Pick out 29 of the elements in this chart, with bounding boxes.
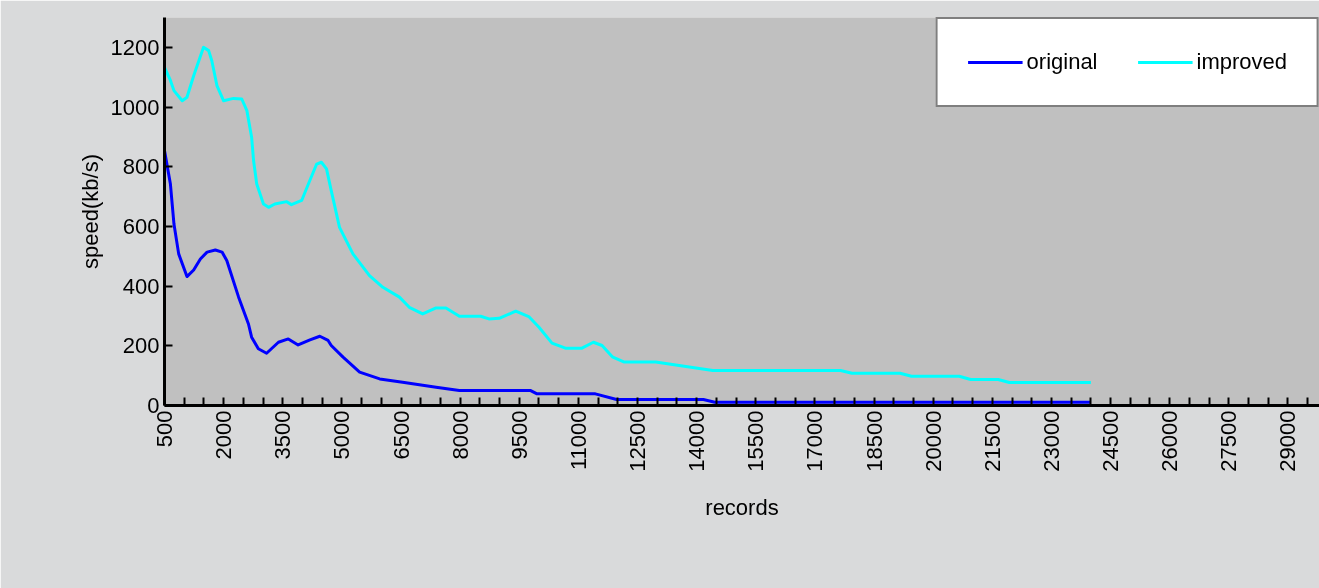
x-tick-label: 21500 [979, 410, 1005, 472]
x-tick-label: 15500 [743, 410, 769, 472]
x-tick-label: 14000 [684, 410, 710, 472]
x-tick-label: 27500 [1216, 410, 1242, 472]
x-tick-label: 2000 [211, 410, 237, 460]
y-tick-label: 1000 [110, 94, 160, 120]
x-tick-label: 24500 [1098, 410, 1124, 472]
x-tick-label: 5000 [329, 410, 355, 460]
y-tick-label: 600 [122, 213, 160, 239]
x-tick-label: 3500 [270, 410, 296, 460]
y-tick-label: 1200 [110, 34, 160, 60]
legend-label: original [1026, 49, 1098, 75]
y-tick-label: 800 [122, 154, 160, 180]
x-axis-title: records [705, 494, 779, 520]
x-tick-label: 11000 [565, 410, 591, 471]
x-tick-label: 17000 [802, 410, 828, 472]
x-tick-label: 26000 [1157, 410, 1183, 472]
x-tick-label: 12500 [625, 410, 651, 472]
x-tick-label: 9500 [506, 410, 532, 460]
x-tick-label: 6500 [388, 410, 414, 460]
y-tick-label: 200 [122, 333, 160, 359]
y-axis-title: speed(kb/s) [77, 154, 103, 269]
x-tick-label: 23000 [1038, 410, 1064, 472]
x-tick-label: 29000 [1275, 410, 1301, 472]
x-tick-label: 20000 [920, 410, 946, 472]
x-tick-label: 8000 [447, 410, 473, 460]
legend-label: improved [1196, 49, 1287, 75]
x-tick-label: 18500 [861, 410, 887, 472]
y-tick-label: 400 [122, 273, 160, 299]
